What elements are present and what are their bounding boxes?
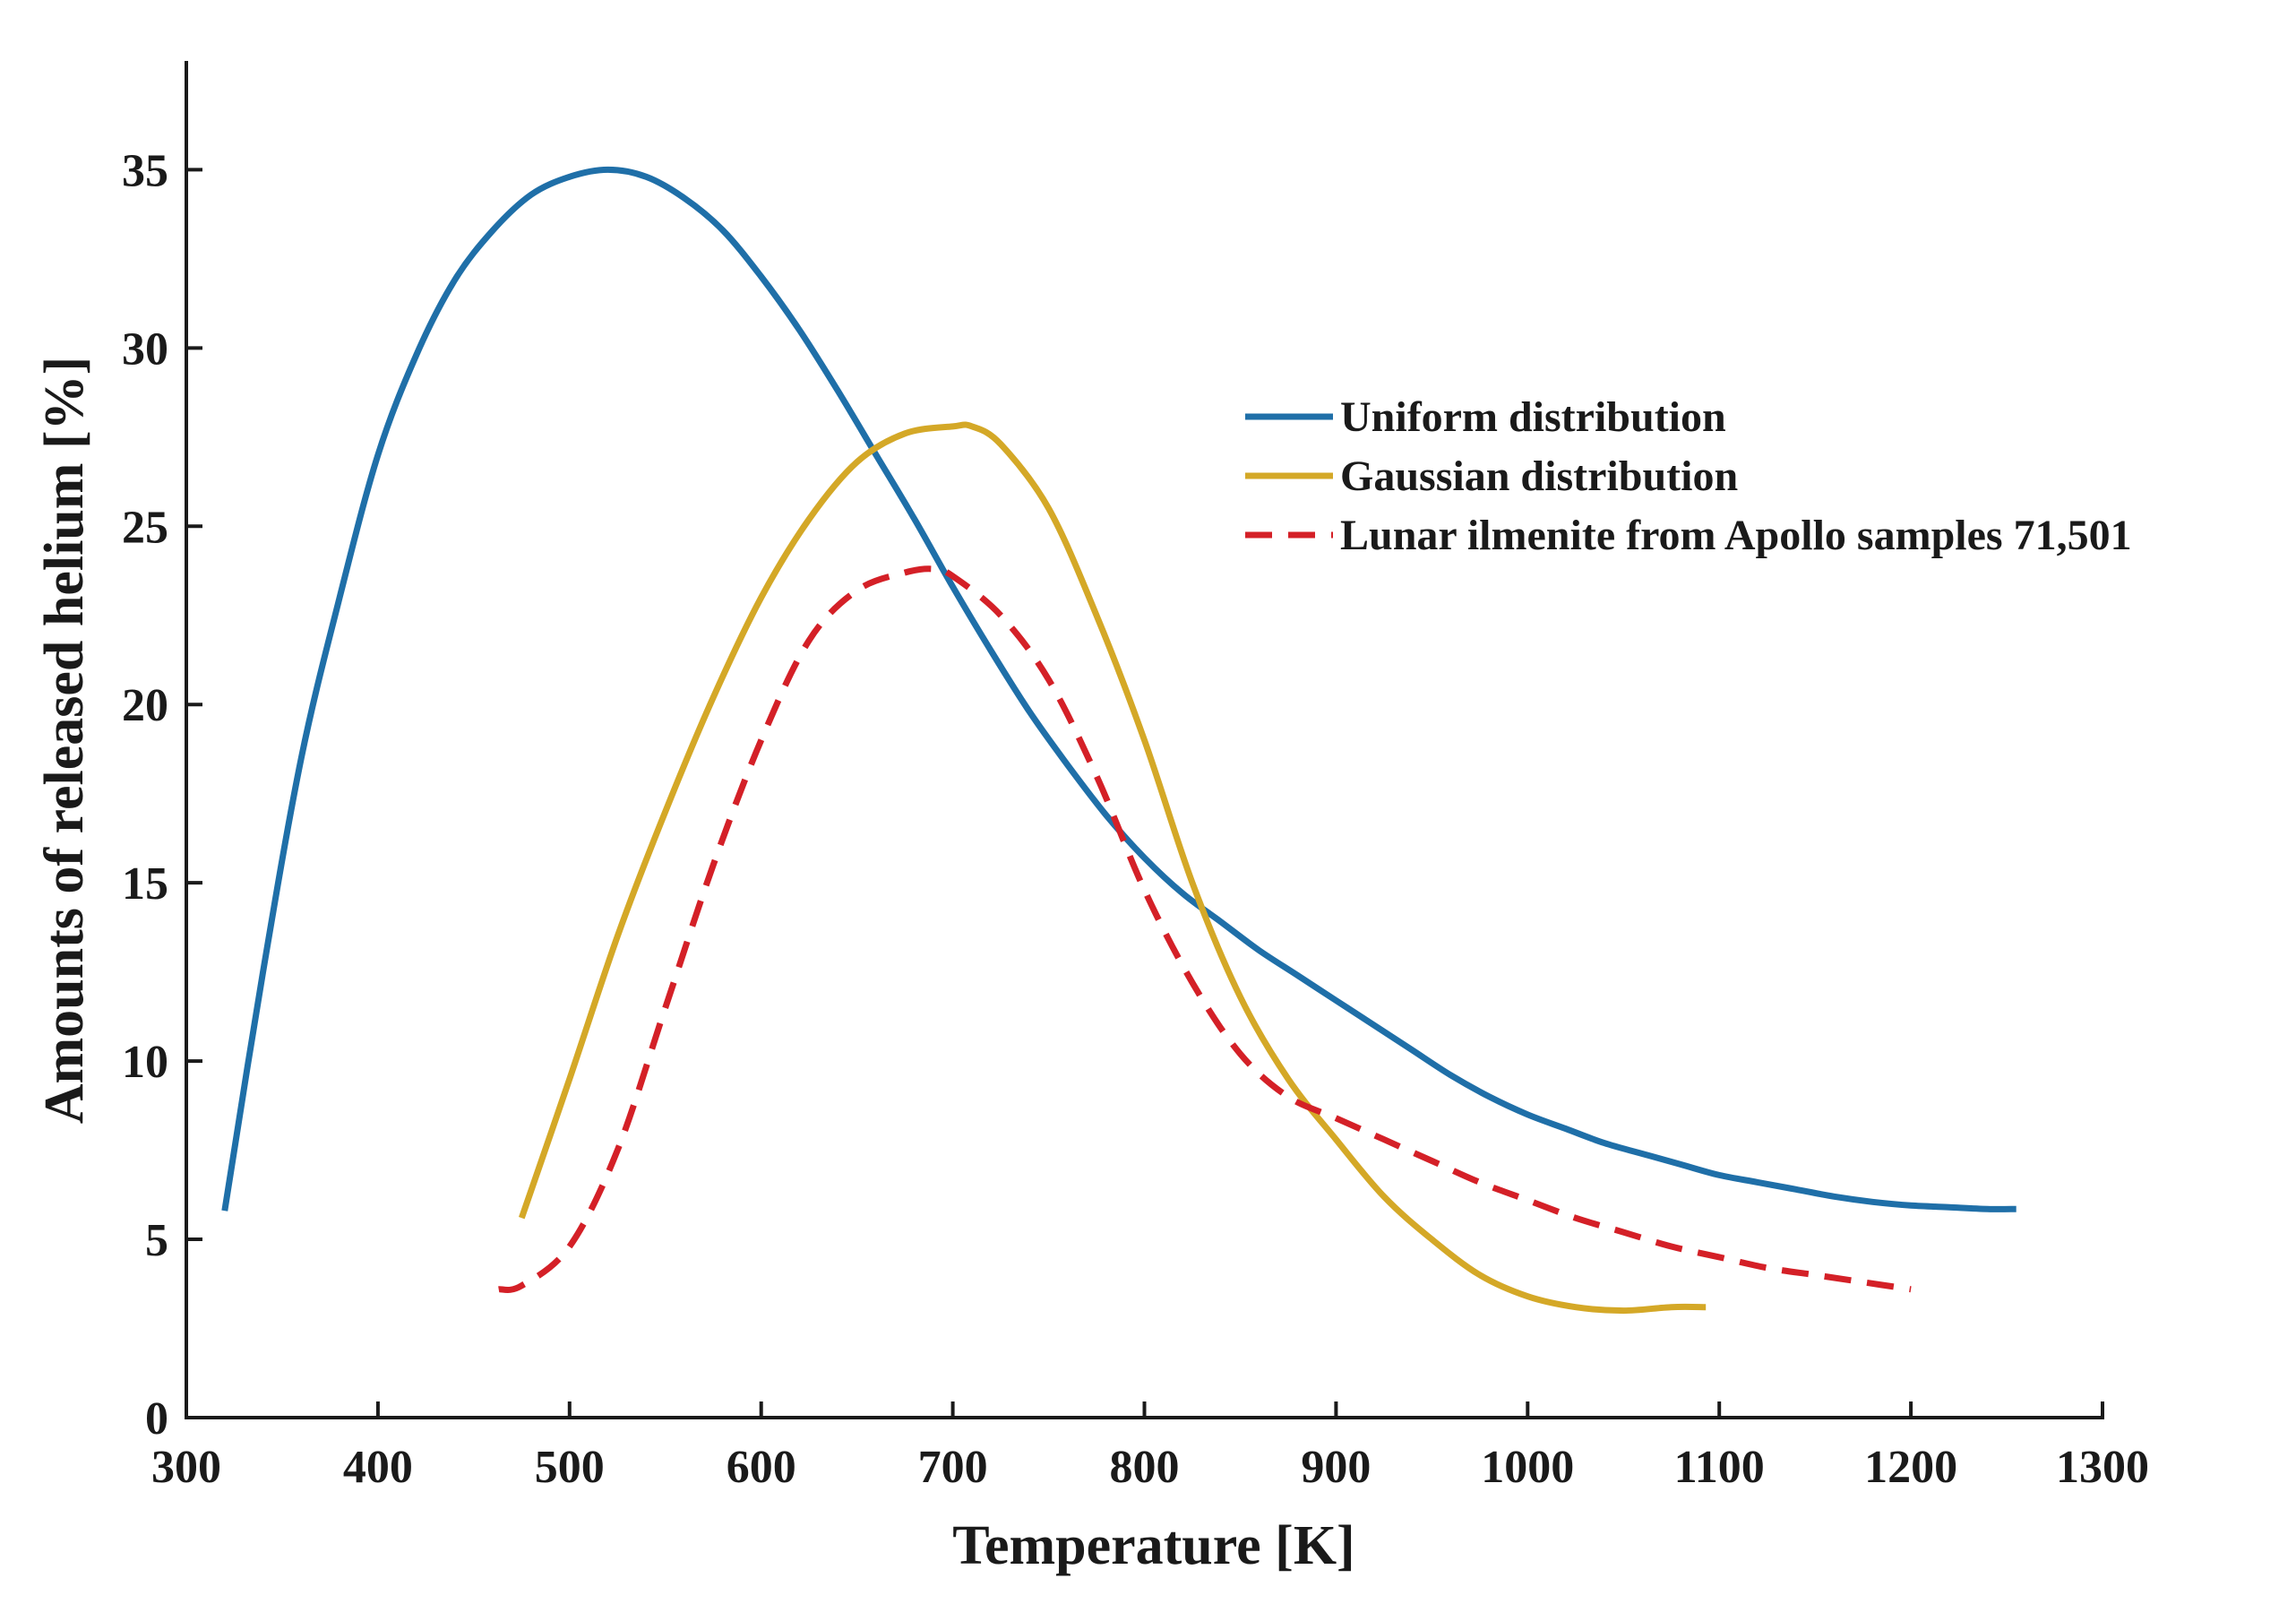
x-tick-label: 800 (1110, 1442, 1180, 1493)
x-axis-title: Temperature [K] (952, 1515, 1354, 1576)
x-tick-label: 1000 (1481, 1442, 1574, 1493)
y-tick-label: 5 (145, 1215, 168, 1266)
legend: Uniform distribution Gaussian distributio… (1245, 393, 2132, 559)
legend-label-1: Uniform distribution (1340, 393, 1726, 441)
x-tick-label: 400 (343, 1442, 413, 1493)
x-tick-label: 1300 (2056, 1442, 2149, 1493)
x-tick-label: 700 (918, 1442, 988, 1493)
y-tick-label: 20 (122, 680, 168, 731)
y-tick-label: 30 (122, 323, 168, 375)
y-tick-label: 25 (122, 502, 168, 553)
series-line-1 (221, 166, 2017, 1212)
y-tick-label: 0 (145, 1393, 168, 1444)
series-line-3 (498, 565, 1912, 1293)
legend-label-3: Lunar ilmenite from Apollo samples 71,50… (1340, 512, 2132, 559)
x-tick-label: 1200 (1864, 1442, 1957, 1493)
y-tick-label: 10 (122, 1037, 168, 1088)
x-tick-label: 500 (535, 1442, 605, 1493)
series-layer (221, 166, 2017, 1315)
x-tick-label: 600 (727, 1442, 796, 1493)
x-tick-label: 1100 (1674, 1442, 1765, 1493)
legend-label-2: Gaussian distribution (1340, 453, 1738, 500)
x-tick-label: 300 (151, 1442, 221, 1493)
y-ticks: 0 5 10 15 20 25 30 35 (122, 145, 202, 1444)
x-tick-label: 900 (1301, 1442, 1371, 1493)
y-axis-title: Amounts of released helium [%] (34, 357, 95, 1124)
series-line-2 (518, 421, 1707, 1315)
x-ticks: 300 400 500 600 700 800 900 1000 1100 1200 1300 (151, 1401, 2149, 1493)
y-tick-label: 15 (122, 858, 168, 910)
y-tick-label: 35 (122, 145, 168, 196)
